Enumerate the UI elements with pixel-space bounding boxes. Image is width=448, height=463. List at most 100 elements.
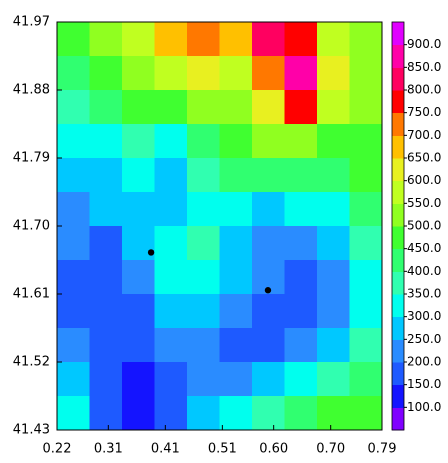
y-tick-label: 41.61 (13, 287, 50, 302)
colorbar-swatch (392, 226, 404, 250)
station-point (147, 249, 155, 256)
contour-cell (122, 124, 155, 159)
contour-cell (57, 226, 90, 261)
contour-cell (349, 56, 383, 91)
contour-cell (284, 158, 318, 193)
contour-cell (219, 56, 253, 91)
contour-cell (154, 362, 188, 397)
colorbar-label: 700.0 (407, 128, 441, 142)
colorbar-label: 150.0 (407, 377, 441, 391)
colorbar-swatch (392, 158, 404, 182)
contour-cell (317, 328, 350, 363)
colorbar-label: 600.0 (407, 173, 441, 187)
contour-cell (219, 294, 253, 329)
contour-cell (349, 396, 383, 431)
colorbar-swatch (392, 90, 404, 114)
contour-cell (89, 192, 123, 227)
contour-cell (89, 90, 123, 125)
contour-cell (219, 260, 253, 295)
contour-cell (57, 294, 90, 329)
contour-cell (187, 226, 220, 261)
contour-cell (187, 294, 220, 329)
y-tick-label: 41.97 (13, 15, 50, 30)
colorbar-swatch (392, 22, 404, 46)
contour-cell (317, 56, 350, 91)
contour-cell (89, 226, 123, 261)
colorbar-swatch (392, 135, 404, 159)
contour-cell (317, 158, 350, 193)
contour-cell (89, 56, 123, 91)
colorbar-label: 450.0 (407, 241, 441, 255)
contour-cell (317, 22, 350, 57)
colorbar-label: 400.0 (407, 264, 441, 278)
contour-cell (349, 260, 383, 295)
contour-cell (89, 22, 123, 57)
contour-cell (219, 362, 253, 397)
contour-cell (57, 90, 90, 125)
station-point (264, 287, 272, 294)
contour-cell (349, 124, 383, 159)
colorbar-label: 550.0 (407, 196, 441, 210)
contour-cell (154, 396, 188, 431)
contour-cell (349, 158, 383, 193)
contour-cell (284, 124, 318, 159)
colorbar-swatch (392, 339, 404, 363)
contour-cell (122, 294, 155, 329)
contour-cell (252, 158, 285, 193)
contour-cell (219, 124, 253, 159)
contour-cell (349, 362, 383, 397)
contour-cell (122, 328, 155, 363)
x-tick-label: 0.51 (208, 442, 237, 457)
contour-cell (317, 396, 350, 431)
contour-cell (187, 124, 220, 159)
contour-cell (154, 90, 188, 125)
colorbar-label: 100.0 (407, 400, 441, 414)
contour-cell (349, 328, 383, 363)
contour-cell (57, 22, 90, 57)
y-tick-label: 41.70 (13, 219, 50, 234)
contour-cell (219, 226, 253, 261)
colorbar-label: 350.0 (407, 287, 441, 301)
contour-cell (284, 192, 318, 227)
colorbar-swatch (392, 248, 404, 272)
contour-cell (187, 396, 220, 431)
contour-cell (284, 260, 318, 295)
contour-cell (154, 226, 188, 261)
colorbar-swatch (392, 362, 404, 386)
x-tick-label: 0.60 (259, 442, 288, 457)
y-tick-label: 41.79 (13, 151, 50, 166)
contour-cell (57, 56, 90, 91)
contour-cell (57, 192, 90, 227)
contour-cell (219, 192, 253, 227)
x-tick-label: 0.79 (368, 442, 397, 457)
colorbar-label: 750.0 (407, 105, 441, 119)
contour-cell (154, 124, 188, 159)
contour-cell (122, 362, 155, 397)
colorbar-swatch (392, 294, 404, 318)
contour-cell (219, 328, 253, 363)
contour-cell (349, 226, 383, 261)
contour-cell (284, 294, 318, 329)
colorbar-label: 300.0 (407, 309, 441, 323)
colorbar-swatch (392, 384, 404, 408)
contour-cell (349, 90, 383, 125)
contour-cell (219, 396, 253, 431)
contour-cell (187, 260, 220, 295)
contour-cell (252, 124, 285, 159)
contour-cell (317, 294, 350, 329)
colorbar-label: 650.0 (407, 151, 441, 165)
x-tick-label: 0.22 (43, 442, 72, 457)
contour-cell (284, 22, 318, 57)
colorbar-swatch (392, 112, 404, 136)
contour-cell (122, 158, 155, 193)
contour-cell (317, 260, 350, 295)
contour-cell (89, 260, 123, 295)
contour-cell (122, 56, 155, 91)
y-tick-label: 41.52 (13, 355, 50, 370)
colorbar-label: 200.0 (407, 355, 441, 369)
contour-cell (154, 56, 188, 91)
contour-cell (122, 396, 155, 431)
contour-cell (252, 56, 285, 91)
x-tick-label: 0.41 (151, 442, 180, 457)
